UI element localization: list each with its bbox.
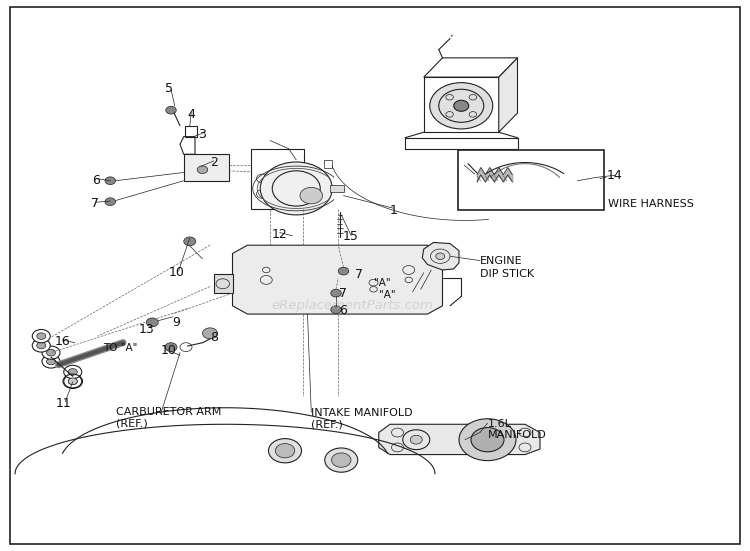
Polygon shape [379,424,540,455]
Circle shape [454,100,469,111]
Circle shape [331,306,341,314]
Bar [458,150,604,210]
Text: ENGINE: ENGINE [480,256,523,266]
Text: 10: 10 [160,344,177,358]
Circle shape [64,365,82,379]
Circle shape [260,162,332,215]
Text: 14: 14 [608,169,622,182]
Text: WIRE HARNESS: WIRE HARNESS [608,199,693,209]
Text: 6: 6 [340,304,347,317]
Circle shape [430,83,493,129]
Text: (REF.): (REF.) [116,418,148,428]
Bar [184,154,229,181]
Circle shape [471,428,504,452]
Text: 4: 4 [188,107,195,121]
Text: 8: 8 [210,331,218,344]
Text: 3: 3 [199,128,206,142]
Text: (REF.): (REF.) [311,419,343,429]
Circle shape [325,448,358,472]
Text: 1.6L: 1.6L [488,419,512,429]
Circle shape [436,253,445,260]
Text: 1: 1 [390,204,398,217]
Circle shape [202,328,217,339]
Text: 7: 7 [91,197,98,210]
Circle shape [165,343,177,352]
Text: 9: 9 [172,316,180,329]
Bar [251,149,304,209]
Circle shape [42,346,60,359]
Circle shape [410,435,422,444]
Circle shape [459,419,516,461]
Circle shape [64,375,82,388]
Circle shape [338,267,349,275]
Text: 2: 2 [210,156,218,169]
Text: 10: 10 [169,266,185,279]
Polygon shape [214,274,232,293]
Text: eReplacementParts.com: eReplacementParts.com [272,299,434,312]
Text: "A": "A" [379,290,395,300]
Circle shape [332,453,351,467]
Circle shape [105,177,116,185]
Bar [324,160,332,168]
Circle shape [268,439,302,463]
Circle shape [68,369,77,375]
Text: 12: 12 [272,228,288,241]
Text: 15: 15 [343,230,359,244]
Text: DIP STICK: DIP STICK [480,269,534,279]
Text: CARBURETOR ARM: CARBURETOR ARM [116,407,222,417]
Text: 11: 11 [56,397,72,410]
Circle shape [166,106,176,114]
Circle shape [42,355,60,368]
Text: INTAKE MANIFOLD: INTAKE MANIFOLD [311,408,413,418]
Text: 5: 5 [165,82,172,95]
Text: MANIFOLD: MANIFOLD [488,430,546,440]
Polygon shape [499,58,517,132]
Circle shape [68,378,77,385]
Circle shape [32,329,50,343]
Circle shape [46,349,56,356]
Circle shape [37,333,46,339]
Polygon shape [422,242,459,270]
Bar [424,77,499,132]
Text: 13: 13 [140,323,154,336]
Text: 6: 6 [92,174,100,187]
Text: "A": "A" [374,278,391,288]
Circle shape [331,289,341,297]
Text: 16: 16 [54,335,70,348]
Text: TO "A": TO "A" [104,343,138,353]
Circle shape [184,237,196,246]
Circle shape [300,187,322,204]
Circle shape [105,198,116,206]
Bar [330,185,344,192]
Circle shape [32,339,50,352]
Text: 7: 7 [355,268,362,281]
Circle shape [146,318,158,327]
Text: 7: 7 [340,287,347,300]
Circle shape [197,166,208,174]
Circle shape [46,358,56,365]
Circle shape [68,378,77,385]
Polygon shape [232,245,442,314]
Circle shape [275,444,295,458]
Circle shape [37,342,46,349]
